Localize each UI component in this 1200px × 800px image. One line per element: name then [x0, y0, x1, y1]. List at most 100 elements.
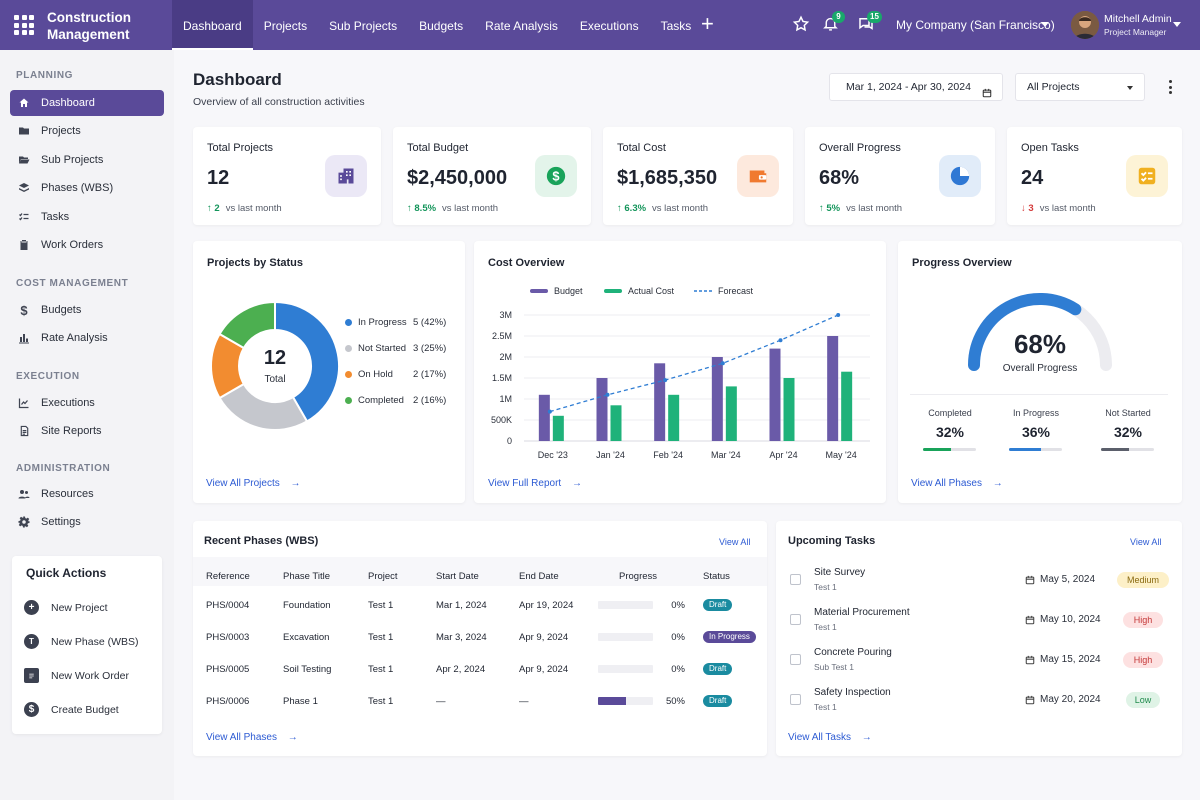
bar-budget[interactable]: [827, 336, 839, 441]
new-work-order-button[interactable]: New Work Order: [24, 668, 129, 683]
sidebar-item-phases-wbs[interactable]: Phases (WBS): [10, 175, 164, 201]
project-filter-select[interactable]: All Projects: [1015, 73, 1145, 101]
star-icon[interactable]: [792, 15, 812, 35]
new-phase-button[interactable]: T New Phase (WBS): [24, 634, 139, 649]
task-date-value: May 10, 2024: [1040, 614, 1101, 625]
bar-budget[interactable]: [538, 394, 550, 441]
task-checkbox[interactable]: [790, 614, 801, 625]
table-column-header[interactable]: End Date: [519, 571, 559, 582]
sidebar-item-budgets[interactable]: $ Budgets: [10, 297, 164, 323]
avatar[interactable]: [1071, 11, 1099, 39]
notifications-bell-icon[interactable]: 9: [822, 11, 845, 35]
bar-budget[interactable]: [769, 348, 781, 441]
add-plus-icon[interactable]: +: [701, 11, 714, 36]
folder-icon: [18, 125, 30, 137]
more-options-icon[interactable]: [1164, 80, 1176, 94]
bar-actual-cost[interactable]: [552, 415, 564, 441]
calendar-icon: [1025, 575, 1035, 585]
table-column-header[interactable]: Reference: [206, 571, 250, 582]
sidebar-section-execution: EXECUTION: [16, 371, 80, 382]
apps-grid-icon[interactable]: [14, 15, 34, 35]
nav-budgets[interactable]: Budgets: [419, 19, 464, 33]
bar-actual-cost[interactable]: [783, 378, 795, 441]
date-range-value: Mar 1, 2024 - Apr 30, 2024: [846, 81, 971, 93]
task-checkbox[interactable]: [790, 654, 801, 665]
forecast-point[interactable]: [663, 378, 668, 383]
table-column-header[interactable]: Start Date: [436, 571, 479, 582]
kpi-card: Total Projects 12 ↑ 2 vs last month: [193, 127, 381, 225]
nav-tasks[interactable]: Tasks: [660, 19, 692, 33]
bar-actual-cost[interactable]: [610, 405, 622, 441]
arrow-right-icon: →: [290, 478, 301, 489]
sidebar-item-site-reports[interactable]: Site Reports: [10, 418, 164, 444]
y-tick-label: 2M: [499, 352, 512, 362]
bar-actual-cost[interactable]: [725, 386, 737, 441]
donut-center-value: 12: [263, 347, 287, 369]
table-column-header[interactable]: Progress: [619, 571, 658, 582]
user-info[interactable]: Mitchell Admin Project Manager: [1104, 13, 1172, 39]
view-all-projects-link[interactable]: View All Projects →: [206, 478, 301, 489]
view-all-phases-link[interactable]: View All Phases →: [911, 478, 1003, 489]
task-date-value: May 20, 2024: [1040, 694, 1101, 705]
company-chevron-down-icon[interactable]: [1041, 22, 1049, 27]
donut-slice[interactable]: [218, 300, 276, 350]
create-budget-button[interactable]: $ Create Budget: [24, 702, 119, 717]
phase-project: Test 1: [368, 696, 394, 707]
forecast-point[interactable]: [778, 338, 783, 343]
sidebar-section-administration: ADMINISTRATION: [16, 463, 111, 474]
nav-projects[interactable]: Projects: [263, 19, 308, 33]
upcoming-tasks-view-all-link[interactable]: View All: [1130, 537, 1162, 547]
donut-slice[interactable]: [274, 300, 340, 423]
sidebar-item-dashboard[interactable]: Dashboard: [10, 90, 164, 116]
table-column-header[interactable]: Phase Title: [283, 571, 330, 582]
y-tick-label: 1M: [499, 394, 512, 404]
forecast-point[interactable]: [720, 361, 725, 366]
app-title-line1: Construction: [47, 10, 131, 25]
phase-progress-value: 50%: [665, 696, 685, 707]
table-column-header[interactable]: Status: [703, 571, 730, 582]
forecast-point[interactable]: [605, 392, 610, 397]
sidebar-item-work-orders[interactable]: Work Orders: [10, 232, 164, 258]
notifications-badge: 9: [832, 11, 845, 23]
project-filter-value: All Projects: [1027, 81, 1080, 93]
legend-value: 3 (25%): [413, 343, 447, 354]
phase-project: Test 1: [368, 600, 394, 611]
bar-budget[interactable]: [711, 357, 723, 441]
sidebar-item-projects[interactable]: Projects: [10, 118, 164, 144]
progress-stat-label: Completed: [928, 408, 972, 418]
nav-rate-analysis[interactable]: Rate Analysis: [485, 19, 558, 33]
task-checkbox[interactable]: [790, 574, 801, 585]
bar-budget[interactable]: [654, 363, 666, 441]
phase-end-date: —: [519, 696, 529, 707]
forecast-point[interactable]: [836, 313, 841, 317]
new-project-button[interactable]: + New Project: [24, 600, 108, 615]
view-all-tasks-link[interactable]: View All Tasks →: [788, 732, 872, 743]
date-range-picker[interactable]: Mar 1, 2024 - Apr 30, 2024: [829, 73, 1003, 101]
sidebar-item-settings[interactable]: Settings: [10, 509, 164, 535]
recent-phases-view-all-link[interactable]: View All: [719, 537, 751, 547]
kpi-title: Total Cost: [617, 142, 666, 154]
task-checkbox[interactable]: [790, 694, 801, 705]
sidebar-item-tasks[interactable]: Tasks: [10, 204, 164, 230]
sidebar-item-rate-analysis[interactable]: Rate Analysis: [10, 325, 164, 351]
forecast-point[interactable]: [547, 409, 552, 414]
legend-swatch: [345, 397, 352, 404]
nav-sub-projects[interactable]: Sub Projects: [329, 19, 398, 33]
messages-chat-icon[interactable]: 15: [857, 11, 882, 35]
view-all-phases-table-link[interactable]: View All Phases →: [206, 732, 298, 743]
sidebar-item-sub-projects[interactable]: Sub Projects: [10, 147, 164, 173]
phase-progress-bar: [598, 665, 653, 673]
user-chevron-down-icon[interactable]: [1173, 22, 1181, 27]
view-full-report-link[interactable]: View Full Report →: [488, 478, 582, 489]
nav-dashboard[interactable]: Dashboard: [172, 0, 253, 50]
bar-actual-cost[interactable]: [668, 394, 680, 441]
gauge-fill: [968, 293, 1082, 371]
bar-actual-cost[interactable]: [841, 371, 853, 441]
app-title[interactable]: Construction Management: [47, 9, 131, 43]
nav-executions[interactable]: Executions: [579, 19, 639, 33]
sidebar-item-executions[interactable]: Executions: [10, 390, 164, 416]
table-column-header[interactable]: Project: [368, 571, 398, 582]
company-switcher[interactable]: My Company (San Francisco): [896, 18, 1055, 32]
sidebar-item-resources[interactable]: Resources: [10, 481, 164, 507]
bar-budget[interactable]: [596, 378, 608, 441]
